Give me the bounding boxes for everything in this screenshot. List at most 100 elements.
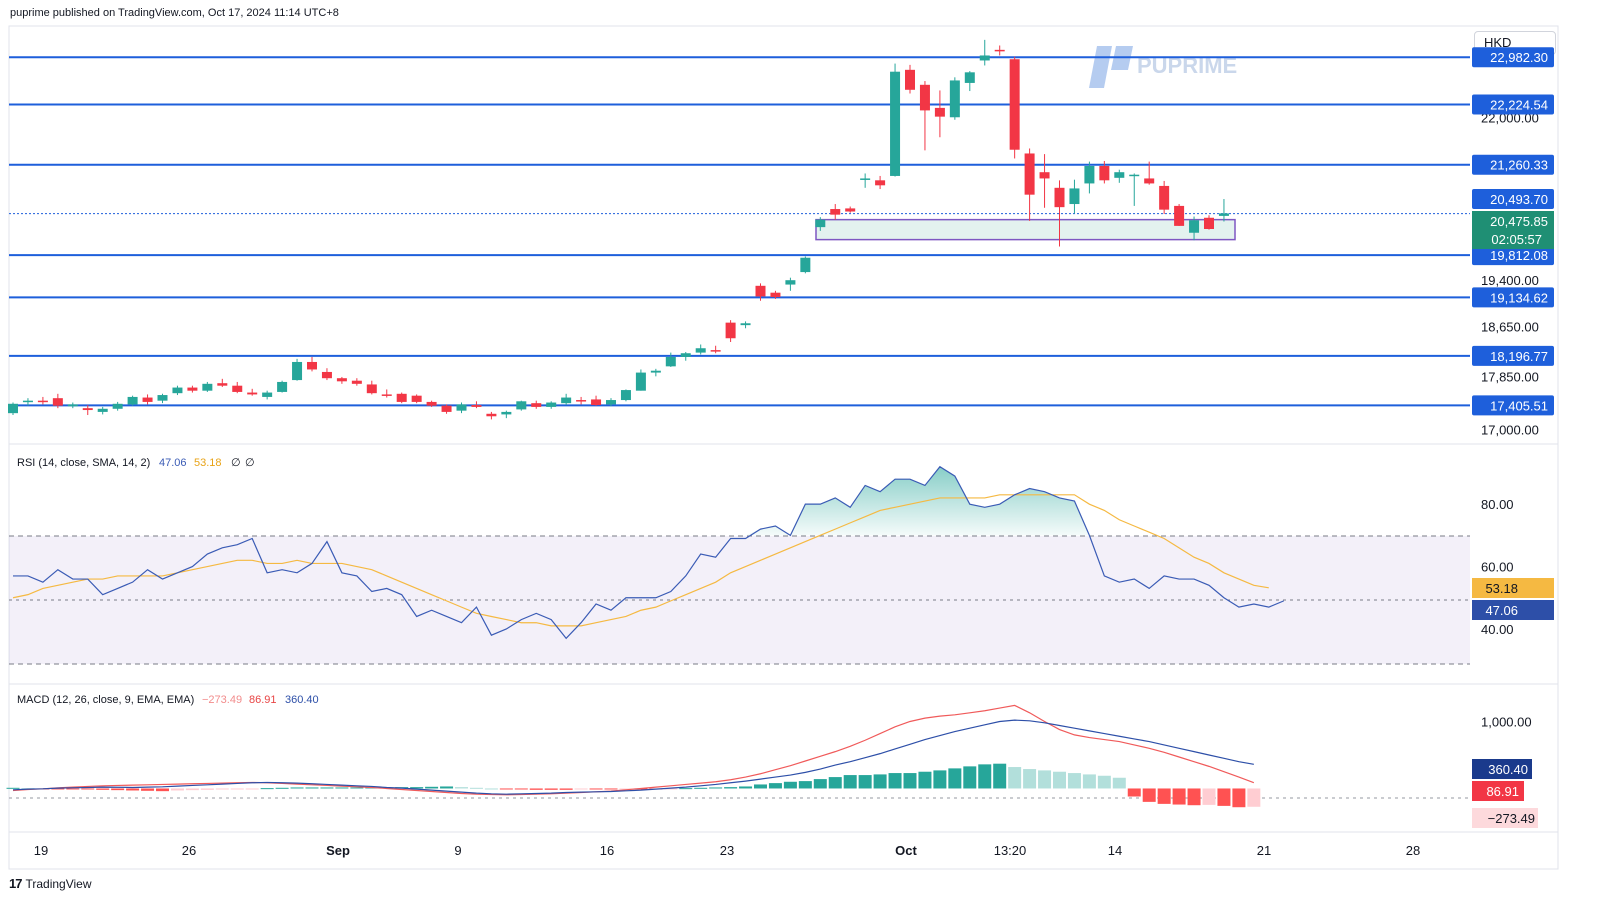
candle-body bbox=[845, 208, 856, 212]
candle-body bbox=[471, 405, 482, 407]
candle-body bbox=[37, 400, 48, 403]
candle-body bbox=[531, 403, 542, 407]
candle-body bbox=[1144, 178, 1155, 184]
candle-body bbox=[172, 387, 183, 394]
candle-body bbox=[1069, 188, 1080, 205]
macd-hist-bar bbox=[724, 787, 738, 789]
candle-body bbox=[890, 71, 901, 176]
candle-body bbox=[82, 408, 93, 411]
macd-signal-line bbox=[12, 704, 1255, 796]
macd-hist-bar bbox=[51, 788, 65, 790]
rsi-tick-label: 60.00 bbox=[1481, 560, 1514, 575]
candle-body bbox=[561, 397, 572, 404]
price-tick-label: 19,400.00 bbox=[1481, 273, 1539, 288]
macd-hist-bar bbox=[529, 788, 543, 790]
candle-body bbox=[247, 392, 258, 395]
level-label-2-bg bbox=[1472, 154, 1554, 175]
macd-hist-bar bbox=[6, 787, 20, 789]
candle-body bbox=[456, 404, 467, 411]
time-tick-label: 13:20 bbox=[994, 843, 1027, 858]
support-zone-box bbox=[815, 218, 1236, 241]
rsi-label: RSI (14, close, SMA, 14, 2) bbox=[17, 457, 150, 469]
macd-hist-bar bbox=[798, 781, 812, 789]
price-levels bbox=[9, 56, 1470, 407]
macd-hist-bar bbox=[1067, 773, 1081, 789]
macd-hist-bar bbox=[709, 787, 723, 789]
macd-hist-bar bbox=[544, 788, 558, 790]
candle-body bbox=[860, 178, 871, 180]
price-tick-label: 17,850.00 bbox=[1481, 370, 1539, 385]
macd-hist-bar bbox=[111, 788, 125, 791]
level-label-0: 22,982.30 bbox=[1490, 50, 1548, 65]
time-tick-label: Sep bbox=[326, 843, 350, 858]
candle-body bbox=[351, 380, 362, 384]
macd-hist-bar bbox=[664, 788, 678, 790]
candle-body bbox=[127, 396, 138, 405]
candle-body bbox=[277, 381, 288, 392]
macd-hist-bar bbox=[1097, 775, 1111, 789]
candle-body bbox=[157, 395, 168, 401]
candle-body bbox=[112, 403, 123, 409]
macd-hist-bar bbox=[499, 788, 513, 790]
macd-hist-bar bbox=[843, 775, 857, 789]
candle-body bbox=[1174, 205, 1185, 226]
macd-hist-bar bbox=[440, 786, 454, 789]
candle-body bbox=[725, 322, 736, 339]
candle-body bbox=[1024, 153, 1035, 195]
macd-hist-bar bbox=[993, 763, 1007, 789]
time-tick-label: 14 bbox=[1108, 843, 1122, 858]
rsi-ma-line bbox=[12, 494, 1269, 627]
level-label-5-bg bbox=[1472, 345, 1554, 366]
macd-hist-bar bbox=[858, 775, 872, 789]
signal-badge: 86.91 bbox=[1486, 784, 1519, 799]
candle-body bbox=[785, 280, 796, 285]
candle-body bbox=[292, 361, 303, 381]
hist-badge-bg bbox=[1472, 808, 1538, 828]
rsi-tick-label: 80.00 bbox=[1481, 497, 1514, 512]
macd-hist-bar bbox=[679, 788, 693, 790]
prev-close-label-bg bbox=[1472, 189, 1554, 209]
macd-hist-bar bbox=[1023, 769, 1037, 789]
level-label-1-bg bbox=[1472, 94, 1554, 115]
candle-body bbox=[665, 356, 676, 367]
candle-body bbox=[1129, 174, 1140, 177]
macd-hist-bar bbox=[96, 788, 110, 790]
macd-hist-bar bbox=[200, 788, 214, 790]
candle-body bbox=[217, 383, 228, 386]
macd-hist-bar bbox=[410, 787, 424, 789]
level-label-3-bg bbox=[1472, 245, 1554, 266]
candle-body bbox=[576, 400, 587, 402]
candle-body bbox=[22, 400, 33, 403]
macd-hist-bar bbox=[768, 783, 782, 789]
macd-hist-bar bbox=[514, 788, 528, 790]
macd-pane: 1,000.00 360.40 86.91 −273.49 bbox=[6, 704, 1538, 828]
candle-body bbox=[262, 392, 273, 397]
current-price-label: 20,475.85 bbox=[1490, 214, 1548, 229]
candle-body bbox=[815, 219, 826, 228]
macd-hist-bar bbox=[170, 788, 184, 791]
level-label-0-bg bbox=[1472, 47, 1554, 68]
macd-hist-bar bbox=[185, 788, 199, 791]
prev-close-label: 20,493.70 bbox=[1490, 192, 1548, 207]
macd-label: MACD (12, 26, close, 9, EMA, EMA) bbox=[17, 694, 194, 706]
macd-hist-bar bbox=[230, 788, 244, 790]
time-axis[interactable]: 19 26 Sep 9 16 23 Oct 13:20 14 21 28 bbox=[34, 843, 1420, 858]
candle-body bbox=[994, 49, 1005, 52]
candle-body bbox=[905, 69, 915, 90]
macd-hist-bar bbox=[978, 764, 992, 789]
candle-body bbox=[52, 398, 63, 406]
candle-body bbox=[740, 323, 751, 326]
candle-body bbox=[964, 72, 975, 83]
macd-hist-bar bbox=[335, 787, 349, 789]
macd-hist-bar bbox=[1112, 777, 1126, 789]
candle-body bbox=[441, 405, 452, 412]
macd-hist-bar bbox=[813, 779, 827, 789]
macd-hist-bar bbox=[305, 787, 319, 789]
macd-hist-bar bbox=[619, 788, 633, 790]
candle-body bbox=[1099, 165, 1110, 181]
macd-hist-bar bbox=[141, 788, 155, 791]
macd-hist-bar bbox=[1172, 788, 1186, 805]
rsi-ma-badge-bg bbox=[1472, 578, 1554, 598]
candle-body bbox=[336, 378, 347, 382]
candle-body bbox=[366, 384, 377, 394]
